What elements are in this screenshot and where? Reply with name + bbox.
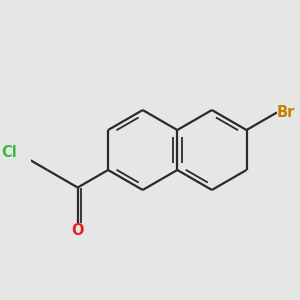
Text: O: O [71, 223, 84, 238]
Text: Br: Br [277, 105, 295, 120]
Text: Cl: Cl [1, 145, 17, 160]
